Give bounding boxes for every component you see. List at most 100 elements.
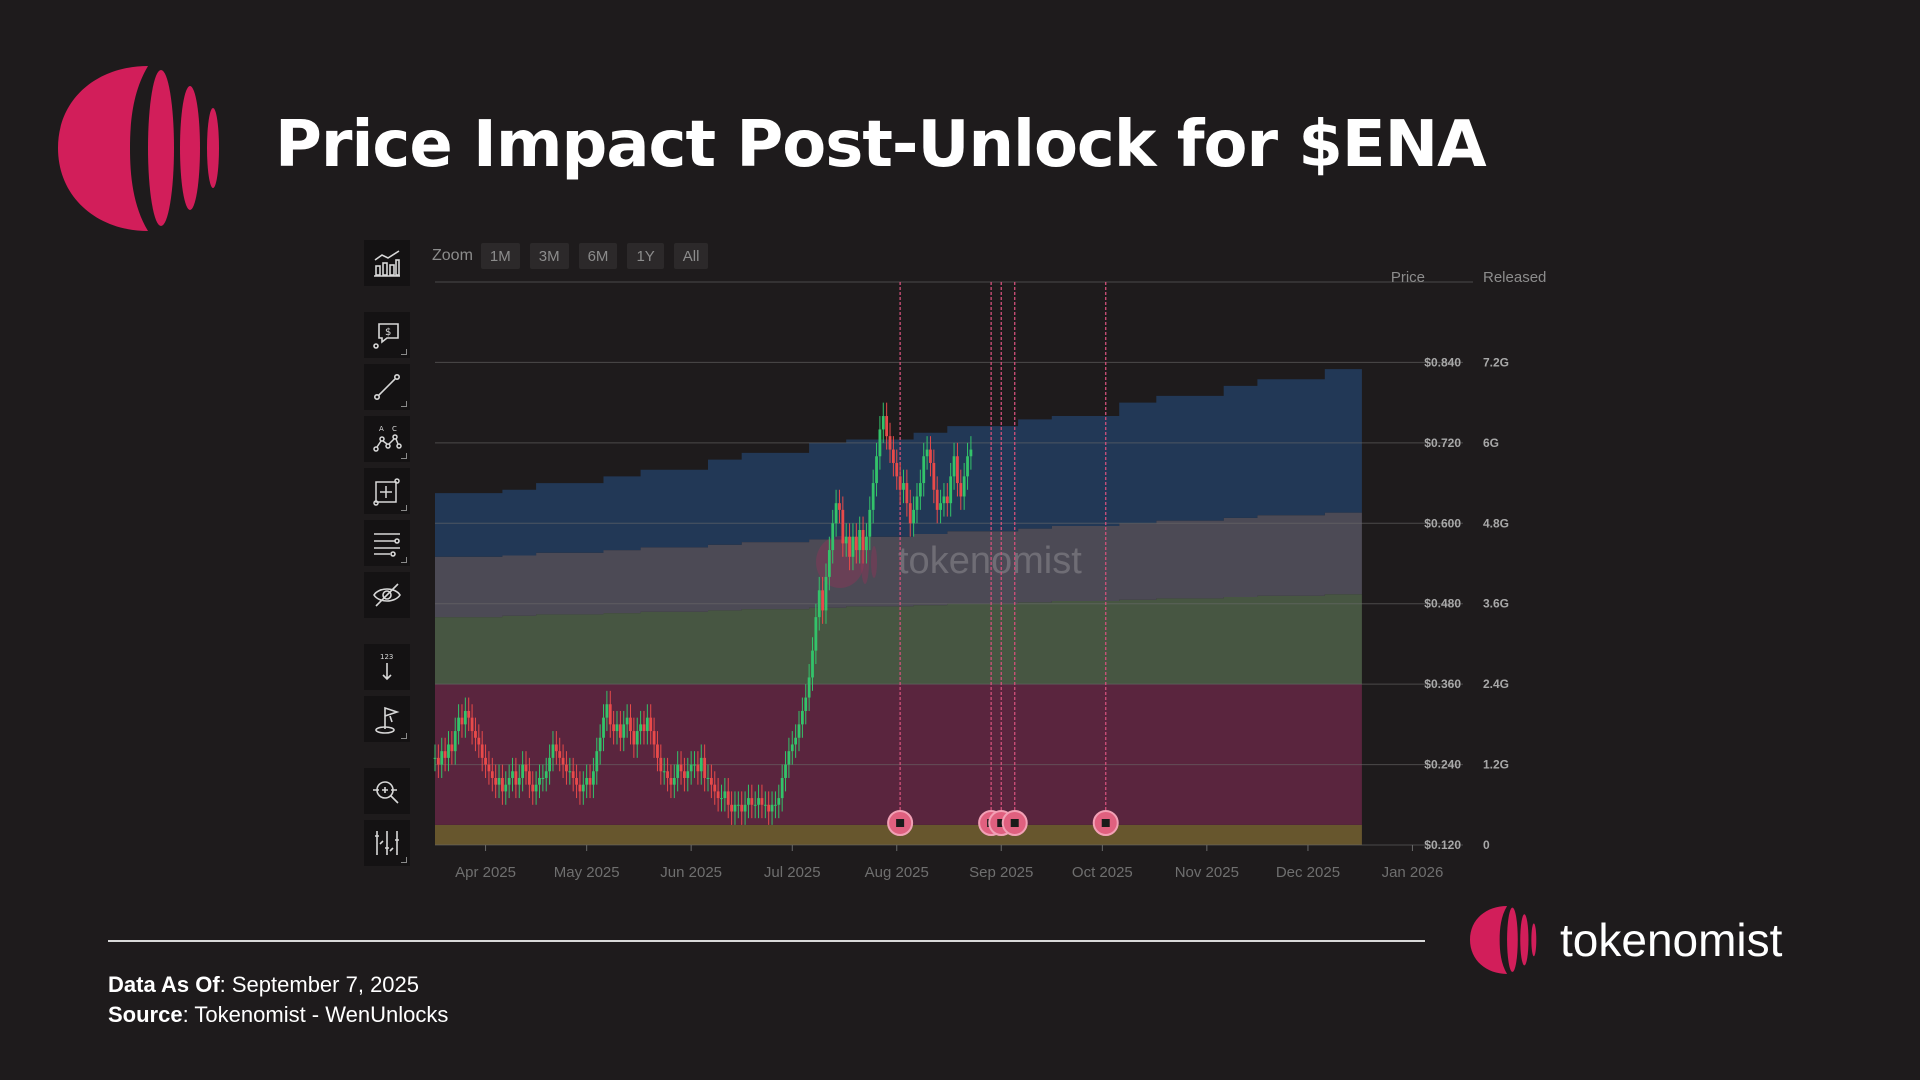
price-tick-label: $0.360	[1424, 677, 1461, 691]
zoom-6m-button[interactable]: 6M	[578, 243, 618, 269]
unlock-event-glyph	[997, 819, 1006, 827]
candle-body	[767, 804, 771, 812]
candle-body	[770, 804, 774, 812]
candle-body	[480, 744, 484, 758]
candle-body	[666, 771, 669, 778]
candle-body	[490, 771, 494, 778]
zoom-label: Zoom	[432, 247, 473, 264]
candle-body	[622, 724, 626, 738]
indicators-button[interactable]	[364, 520, 410, 566]
candle-body	[834, 503, 838, 524]
candle-body	[679, 764, 683, 772]
candle-body	[730, 804, 734, 812]
candle-body	[753, 804, 757, 806]
source-label: Source	[108, 1002, 183, 1027]
hide-drawings-button[interactable]	[364, 572, 410, 618]
measure-button[interactable]	[364, 468, 410, 514]
zoom-all-button[interactable]: All	[673, 243, 709, 269]
x-tick-label: Apr 2025	[455, 864, 516, 881]
crosshair-zoom-button[interactable]	[364, 768, 410, 814]
price-note-button[interactable]: $	[364, 312, 410, 358]
candle-body	[608, 704, 612, 725]
trend-line-icon	[374, 374, 400, 400]
candle-body	[966, 456, 969, 477]
candle-body	[517, 777, 521, 785]
candle-body	[797, 724, 801, 738]
candle-body	[915, 496, 919, 510]
candle-body	[652, 731, 656, 745]
source-line: Source: Tokenomist - WenUnlocks	[108, 1000, 448, 1030]
candle-body	[891, 449, 895, 463]
candle-body	[693, 764, 696, 766]
candle-body	[558, 751, 562, 758]
candle-body	[450, 744, 454, 752]
price-tick-label: $0.600	[1424, 516, 1461, 530]
candle-body	[713, 784, 717, 792]
svg-text:$: $	[385, 327, 391, 338]
candle-body	[571, 771, 575, 778]
candle-body	[531, 784, 535, 792]
candle-body	[831, 523, 835, 551]
chart-type-button[interactable]	[364, 240, 410, 286]
candle-body	[595, 751, 599, 772]
marker-flag-button[interactable]	[364, 696, 410, 742]
hide-drawings-icon	[373, 583, 401, 607]
candle-body	[662, 771, 666, 773]
candle-body	[672, 777, 676, 785]
candle-body	[487, 764, 491, 772]
candle-body	[774, 804, 777, 806]
candle-body	[888, 436, 892, 450]
zoom-1m-button[interactable]: 1M	[480, 243, 520, 269]
candle-body	[447, 744, 450, 758]
candle-body	[918, 483, 922, 497]
indicators-icon	[374, 533, 400, 557]
x-tick-label: Sep 2025	[969, 864, 1033, 881]
candle-body	[467, 710, 471, 718]
watermark-text: tokenomist	[898, 540, 1082, 582]
candle-body	[763, 804, 767, 806]
x-tick-label: Oct 2025	[1072, 864, 1133, 881]
candle-body	[932, 462, 936, 490]
candle-body	[851, 536, 855, 557]
trend-line-button[interactable]	[364, 364, 410, 410]
candle-body	[669, 777, 673, 785]
price-tick-label: $0.720	[1424, 436, 1461, 450]
settings-sliders-button[interactable]	[364, 820, 410, 866]
source-value: : Tokenomist - WenUnlocks	[182, 1002, 449, 1027]
release-band-3	[435, 509, 1362, 618]
candle-body	[848, 536, 851, 557]
candle-body	[460, 717, 464, 725]
price-scale-icon: 123	[380, 653, 393, 681]
candle-body	[952, 456, 956, 477]
candle-body	[787, 751, 791, 765]
marker-flag-icon	[375, 706, 400, 734]
price-axis-header: Price	[1391, 270, 1425, 286]
candle-body	[750, 798, 754, 805]
x-tick-label: Jan 2026	[1382, 864, 1444, 881]
released-tick-label: 3.6G	[1483, 597, 1509, 611]
x-tick-label: Nov 2025	[1175, 864, 1239, 881]
candle-body	[592, 771, 595, 785]
unlock-price-chart: tokenomist $0.840 7.2G $0.720 6G $0.600 4.8G $…	[433, 270, 1546, 881]
candle-body	[760, 798, 764, 805]
candle-body	[484, 757, 487, 765]
candle-body	[538, 777, 541, 785]
candle-body	[457, 717, 460, 732]
zoom-1y-button[interactable]: 1Y	[627, 243, 664, 269]
candle-body	[497, 777, 501, 785]
candle-body	[527, 771, 531, 785]
footer-divider	[108, 940, 1425, 942]
candle-body	[959, 483, 963, 497]
candle-body	[494, 777, 498, 785]
price-scale-button[interactable]: 123	[364, 644, 410, 690]
zoom-3m-button[interactable]: 3M	[529, 243, 569, 269]
x-tick-label: Jul 2025	[764, 864, 821, 881]
svg-text:C: C	[392, 425, 397, 433]
data-as-of-line: Data As Of: September 7, 2025	[108, 970, 448, 1000]
candle-body	[720, 798, 723, 800]
candle-body	[942, 496, 946, 504]
candle-body	[656, 744, 659, 758]
candle-body	[865, 536, 868, 551]
